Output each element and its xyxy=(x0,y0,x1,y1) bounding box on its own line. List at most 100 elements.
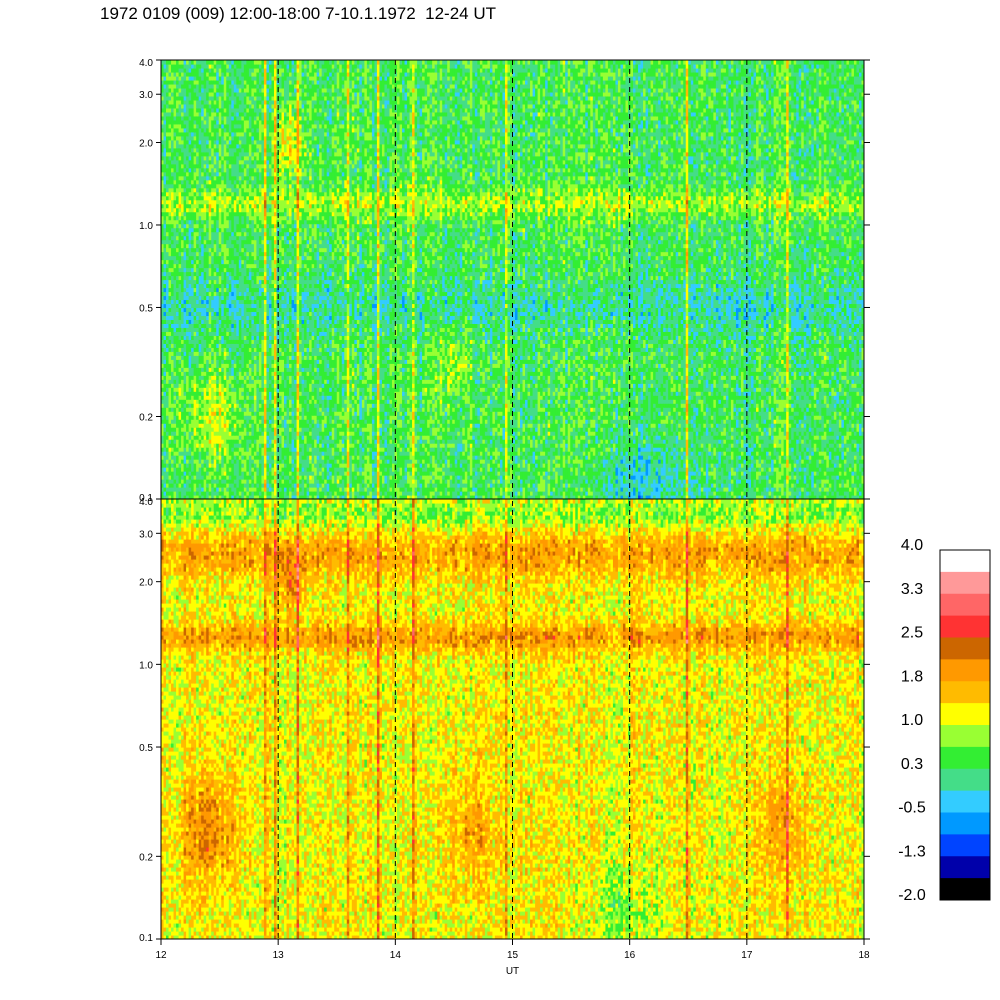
spectrogram-cell xyxy=(191,271,195,289)
spectrogram-cell xyxy=(186,171,190,177)
spectrogram-cell xyxy=(311,63,315,77)
spectrogram-cell xyxy=(176,111,180,117)
spectrogram-cell xyxy=(304,67,308,77)
spectrogram-cell xyxy=(196,259,200,265)
spectrogram-cell xyxy=(231,491,235,496)
spectrogram-cell xyxy=(201,423,205,428)
spectrogram-cell xyxy=(241,339,245,344)
spectrogram-cell xyxy=(201,411,205,416)
spectrogram-cell xyxy=(289,131,293,137)
spectrogram-cell xyxy=(271,283,275,289)
spectrogram-cell xyxy=(226,95,230,117)
spectrogram-cell xyxy=(163,111,167,121)
spectrogram-cell xyxy=(273,243,278,249)
spectrogram-cell xyxy=(161,211,165,217)
spectrogram-cell xyxy=(168,475,172,480)
spectrogram-cell xyxy=(248,415,252,420)
spectrogram-cell xyxy=(306,127,310,133)
spectrogram-cell xyxy=(226,143,230,149)
spectrogram-cell xyxy=(188,439,192,444)
spectrogram-cell xyxy=(171,183,175,189)
spectrogram-cell xyxy=(294,483,298,488)
spectrogram-cell xyxy=(226,191,230,197)
spectrogram-cell xyxy=(188,355,192,368)
spectrogram-cell xyxy=(203,399,207,416)
spectrogram-cell xyxy=(203,247,207,253)
spectrogram-cell xyxy=(223,431,227,448)
spectrogram-cell xyxy=(294,71,298,77)
spectrogram-cell xyxy=(231,267,235,277)
spectrogram-cell xyxy=(236,379,240,384)
spectrogram-cell xyxy=(309,423,313,428)
spectrogram-cell xyxy=(161,347,165,352)
spectrogram-cell xyxy=(226,295,230,301)
spectrogram-cell xyxy=(261,339,265,352)
spectrogram-cell xyxy=(279,123,283,129)
spectrogram-cell xyxy=(301,287,305,293)
spectrogram-cell xyxy=(291,235,295,241)
spectrogram-cell xyxy=(206,151,210,157)
spectrogram-cell xyxy=(226,135,230,141)
spectrogram-cell xyxy=(178,279,182,285)
spectrogram-cell xyxy=(208,363,212,368)
spectrogram-cell xyxy=(186,223,190,229)
spectrogram-cell xyxy=(223,271,227,289)
spectrogram-cell xyxy=(183,163,187,169)
spectrogram-cell xyxy=(221,407,225,412)
spectrogram-cell xyxy=(221,95,225,101)
spectrogram-cell xyxy=(273,335,278,340)
spectrogram-cell xyxy=(211,207,215,213)
spectrogram-cell xyxy=(171,167,175,173)
spectrogram-cell xyxy=(299,275,303,285)
spectrogram-cell xyxy=(279,143,283,149)
spectrogram-cell xyxy=(186,443,190,452)
spectrogram-cell xyxy=(221,367,225,372)
spectrogram-cell xyxy=(263,263,268,273)
spectrogram-cell xyxy=(218,407,222,416)
spectrogram-cell xyxy=(279,343,283,348)
spectrogram-cell xyxy=(196,239,200,245)
spectrogram-cell xyxy=(251,471,255,476)
spectrogram-cell xyxy=(186,95,190,117)
spectrogram-cell xyxy=(241,267,245,297)
spectrogram-cell xyxy=(279,407,283,416)
spectrogram-cell xyxy=(243,451,247,456)
spectrogram-cell xyxy=(181,431,185,436)
spectrogram-cell xyxy=(228,375,232,384)
spectrogram-cell xyxy=(258,103,263,109)
spectrogram-cell xyxy=(161,143,165,153)
spectrogram-cell xyxy=(211,275,215,281)
spectrogram-cell xyxy=(168,279,172,289)
spectrogram-cell xyxy=(173,443,177,452)
spectrogram-cell xyxy=(276,107,280,113)
spectrogram-cell xyxy=(218,291,222,297)
spectrogram-cell xyxy=(284,123,288,141)
spectrogram-cell xyxy=(183,455,187,464)
spectrogram-cell xyxy=(171,103,175,109)
spectrogram-cell xyxy=(213,295,217,313)
spectrogram-cell xyxy=(236,339,240,344)
spectrogram-cell xyxy=(309,87,313,101)
spectrogram-cell xyxy=(163,275,167,281)
spectrogram-cell xyxy=(243,399,247,404)
spectrogram-cell xyxy=(238,443,242,448)
spectrogram-cell xyxy=(311,107,315,125)
spectrogram-cell xyxy=(233,91,237,97)
spectrogram-cell xyxy=(206,243,210,253)
spectrogram-cell xyxy=(173,383,177,388)
spectrogram-cell xyxy=(161,243,165,253)
spectrogram-cell xyxy=(223,455,227,464)
spectrogram-cell xyxy=(161,375,165,380)
spectrogram-cell xyxy=(188,311,192,317)
spectrogram-cell xyxy=(296,207,300,221)
spectrogram-cell xyxy=(186,439,190,444)
spectrogram-cell xyxy=(221,211,225,225)
spectrogram-cell xyxy=(246,451,250,460)
spectrogram-cell xyxy=(266,151,270,157)
spectrogram-cell xyxy=(279,91,283,97)
spectrogram-cell xyxy=(228,343,232,348)
spectrogram-cell xyxy=(309,455,313,460)
spectrogram-cell xyxy=(176,243,180,249)
spectrogram-cell xyxy=(263,331,268,336)
spectrogram-cell xyxy=(233,463,237,476)
